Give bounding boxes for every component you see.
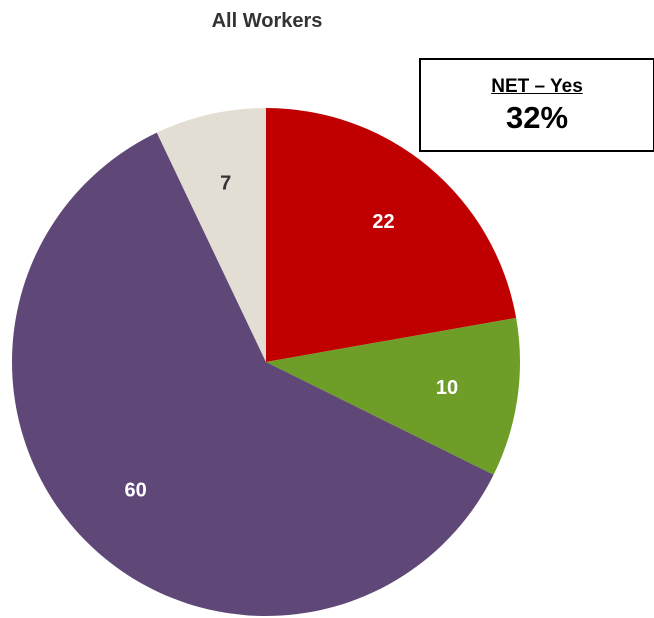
pie-data-label-60: 60 <box>125 479 147 501</box>
pie-data-label-22: 22 <box>372 211 394 233</box>
chart-title: All Workers <box>211 10 323 32</box>
net-yes-label: NET – Yes <box>491 76 583 97</box>
net-yes-callout: NET – Yes 32% <box>419 58 654 152</box>
pie-slice-22 <box>266 108 517 362</box>
pie-slice-60 <box>12 132 494 617</box>
pie-data-label-7: 7 <box>220 173 231 195</box>
pie-slice-10 <box>266 317 520 475</box>
net-yes-value: 32% <box>505 100 569 135</box>
pie-slice-7 <box>156 108 266 362</box>
pie-data-label-10: 10 <box>436 377 458 399</box>
